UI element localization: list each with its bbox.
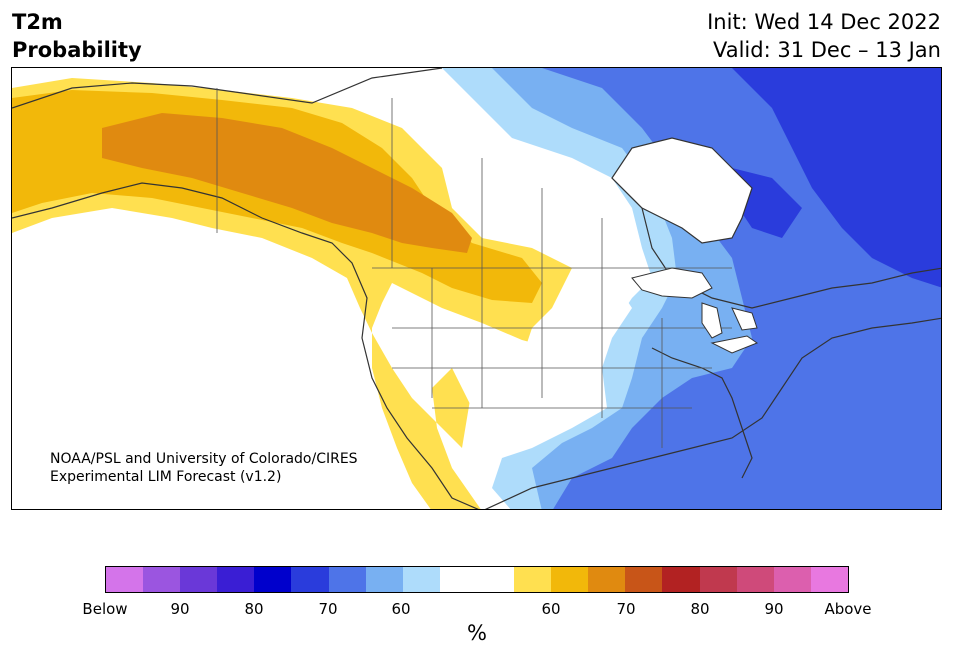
title-line-2: Probability <box>12 38 142 62</box>
colorbar-tick-label: 90 <box>764 600 784 618</box>
colorbar-tick-label: Above <box>824 600 872 618</box>
great-lakes <box>631 267 759 354</box>
date-info: Init: Wed 14 Dec 2022 Valid: 31 Dec – 13… <box>707 8 941 64</box>
colorbar-swatch <box>773 567 811 592</box>
credit-line-1: NOAA/PSL and University of Colorado/CIRE… <box>50 451 358 467</box>
colorbar-unit-label: % <box>467 621 487 645</box>
warm-70-region <box>102 113 472 253</box>
colorbar-swatch <box>439 567 477 592</box>
colorbar-swatch <box>254 567 292 592</box>
colorbar-swatch <box>699 567 737 592</box>
credit-line-2: Experimental LIM Forecast (v1.2) <box>50 469 281 485</box>
colorbar-swatch <box>402 567 440 592</box>
colorbar <box>105 566 849 593</box>
political-borders <box>216 88 732 448</box>
colorbar-swatch <box>217 567 255 592</box>
probability-map: NOAA/PSL and University of Colorado/CIRE… <box>12 68 941 509</box>
colorbar-tick-label: 70 <box>318 600 338 618</box>
colorbar-swatch <box>106 567 144 592</box>
colorbar-swatch <box>365 567 403 592</box>
colorbar-swatch <box>551 567 589 592</box>
colorbar-tick-label: 80 <box>244 600 264 618</box>
title-line-1: T2m <box>12 10 63 34</box>
colorbar-swatch <box>810 567 848 592</box>
cold-80-region <box>652 68 941 288</box>
hudson-bay <box>611 137 753 244</box>
colorbar-swatch <box>588 567 626 592</box>
colorbar-tick-label: 90 <box>170 600 190 618</box>
colorbar-swatch <box>662 567 700 592</box>
colorbar-swatch <box>328 567 366 592</box>
neutral-region <box>522 268 632 398</box>
colorbar-tick-label: Below <box>82 600 128 618</box>
colorbar-swatch <box>180 567 218 592</box>
colorbar-tick-label: 60 <box>391 600 411 618</box>
colorbar-tick-label: 60 <box>541 600 561 618</box>
init-date: Init: Wed 14 Dec 2022 <box>707 10 941 34</box>
colorbar-swatch <box>736 567 774 592</box>
chart-title: T2m Probability <box>12 8 142 64</box>
colorbar-tick-label: 70 <box>616 600 636 618</box>
map-panel: NOAA/PSL and University of Colorado/CIRE… <box>11 67 942 510</box>
colorbar-swatch <box>143 567 181 592</box>
colorbar-swatch <box>291 567 329 592</box>
colorbar-swatch <box>476 567 515 592</box>
valid-range: Valid: 31 Dec – 13 Jan <box>712 38 941 62</box>
colorbar-swatch <box>514 567 552 592</box>
colorbar-swatch <box>625 567 663 592</box>
colorbar-tick-label: 80 <box>690 600 710 618</box>
